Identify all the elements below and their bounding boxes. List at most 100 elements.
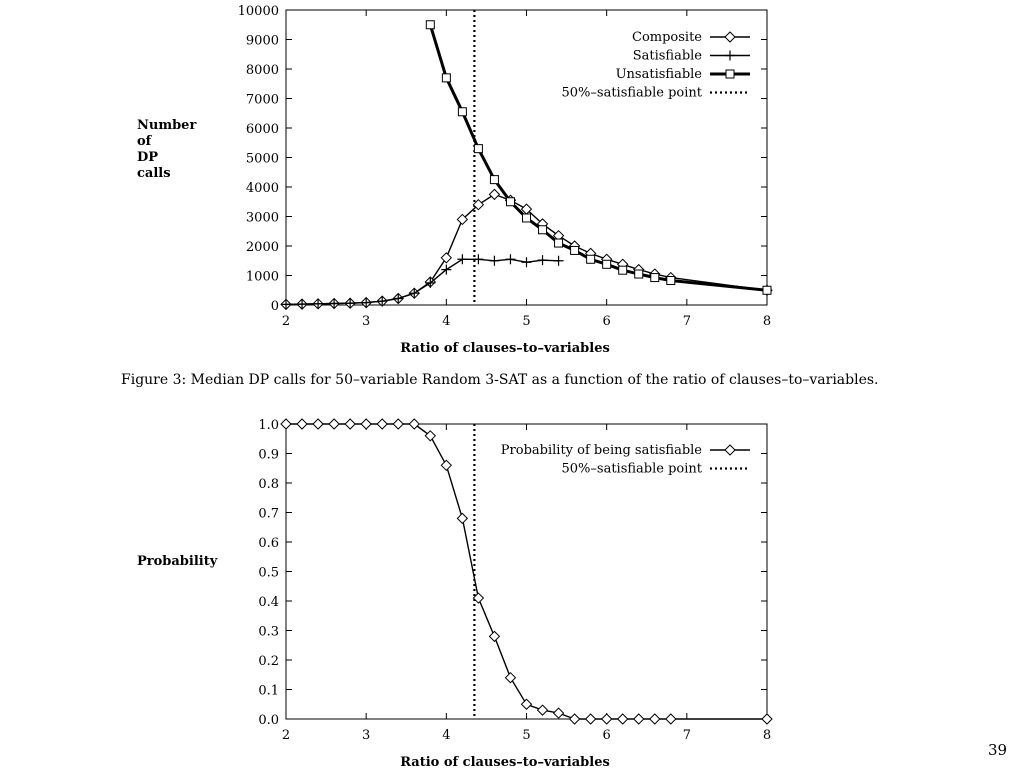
legend-entry-label: Composite: [632, 30, 702, 45]
data-point-square: [457, 107, 467, 117]
x-tick-label: 4: [442, 728, 450, 743]
legend-entry-label: Unsatisfiable: [616, 67, 703, 82]
page-number: 39: [988, 741, 1007, 759]
data-point-square: [666, 276, 676, 286]
y-tick-label: 4000: [246, 181, 279, 196]
x-axis-label: Ratio of clauses–to–variables: [400, 755, 610, 768]
data-point-diamond: [584, 713, 597, 725]
legend-marker: [725, 50, 735, 61]
y-tick-label: 7000: [246, 93, 279, 108]
legend-marker: [724, 31, 736, 43]
data-point-square: [489, 175, 499, 185]
data-point-square: [618, 265, 628, 275]
y-axis-label-line: Number: [137, 118, 196, 133]
x-tick-label: 2: [282, 314, 290, 329]
y-tick-label: 0.0: [258, 713, 279, 728]
legend: Composite Satisfiable Unsatisfiable 50%–sat…: [562, 30, 750, 101]
data-point-diamond: [504, 671, 517, 684]
data-point-square: [634, 269, 644, 279]
y-tick-label: 6000: [246, 122, 279, 137]
data-point-square: [538, 225, 548, 235]
x-axis-label: Ratio of clauses–to–variables: [400, 341, 610, 356]
data-point-plus: [329, 298, 340, 309]
y-axis-label-line: Probability: [137, 554, 218, 569]
data-point-diamond: [440, 252, 453, 264]
legend: Probability of being satisfiable 50%–sati…: [501, 443, 750, 477]
y-axis-label: Probability: [137, 554, 218, 569]
data-point-diamond: [344, 418, 356, 430]
data-point-plus: [281, 299, 291, 310]
data-point-diamond: [440, 459, 453, 472]
data-point-diamond: [392, 418, 404, 430]
data-point-square: [441, 73, 451, 83]
plot-area: [280, 418, 773, 725]
data-point-plus: [505, 254, 516, 265]
data-point-plus: [297, 299, 308, 310]
y-axis-label-line: calls: [137, 166, 171, 181]
data-point-plus: [457, 254, 468, 265]
data-point-diamond: [456, 512, 469, 525]
data-point-diamond: [488, 630, 501, 643]
data-point-diamond: [488, 188, 501, 201]
y-tick-label: 3000: [246, 211, 279, 226]
plot-area: [280, 10, 773, 311]
data-point-plus: [489, 255, 500, 266]
y-tick-label: 10000: [238, 4, 279, 19]
data-point-plus: [313, 298, 324, 309]
legend-entry-label: 50%–satisfiable point: [562, 86, 703, 101]
data-point-diamond: [472, 592, 485, 604]
x-tick-label: 3: [362, 728, 370, 743]
data-point-square: [570, 245, 580, 255]
data-point-diamond: [472, 198, 485, 211]
data-point-diamond: [296, 418, 308, 430]
x-tick-label: 4: [442, 314, 450, 329]
data-point-plus: [553, 255, 564, 266]
data-point-square: [586, 254, 596, 264]
legend-entry-label: Probability of being satisfiable: [501, 443, 703, 458]
data-point-diamond: [536, 704, 549, 716]
legend-entry-label: 50%–satisfiable point: [562, 462, 703, 477]
data-point-square: [762, 285, 772, 295]
x-tick-label: 2: [282, 728, 290, 743]
data-point-diamond: [665, 713, 677, 725]
data-point-plus: [521, 257, 532, 268]
figure-caption: Figure 3: Median DP calls for 50–variabl…: [121, 372, 879, 388]
x-tick-label: 8: [763, 728, 771, 743]
legend-marker: [724, 444, 736, 456]
y-tick-label: 2000: [246, 240, 279, 255]
data-point-plus: [361, 297, 372, 308]
y-tick-label: 0.7: [258, 507, 279, 522]
y-tick-label: 0.6: [258, 536, 279, 551]
data-point-plus: [393, 293, 404, 304]
y-tick-label: 0.8: [258, 477, 279, 492]
data-point-diamond: [520, 698, 533, 710]
data-point-diamond: [424, 430, 437, 442]
data-point-square: [425, 20, 435, 30]
data-point-plus: [425, 277, 436, 288]
y-tick-label: 0.9: [258, 448, 279, 463]
y-tick-label: 0.4: [258, 595, 279, 610]
data-point-plus: [409, 288, 420, 299]
y-tick-label: 0.5: [258, 566, 279, 581]
data-point-square: [522, 213, 531, 223]
data-point-square: [650, 273, 660, 283]
data-point-square: [505, 197, 515, 207]
probability-chart: Probability Ratio of clauses–to–variable…: [137, 418, 773, 768]
data-point-plus: [537, 255, 548, 266]
y-axis-label-line: of: [137, 134, 153, 149]
x-tick-label: 6: [603, 314, 611, 329]
data-point-diamond: [408, 418, 420, 430]
legend-marker: [725, 69, 735, 79]
x-tick-label: 7: [683, 314, 691, 329]
data-point-square: [602, 259, 612, 269]
y-tick-label: 1.0: [258, 418, 279, 433]
series-line-square: [428, 24, 768, 292]
data-point-plus: [441, 264, 452, 275]
data-point-square: [554, 238, 564, 248]
legend-entry-label: Satisfiable: [633, 49, 703, 64]
data-point-diamond: [600, 713, 613, 725]
data-point-diamond: [552, 707, 565, 719]
y-axis-label-line: DP: [137, 150, 158, 165]
